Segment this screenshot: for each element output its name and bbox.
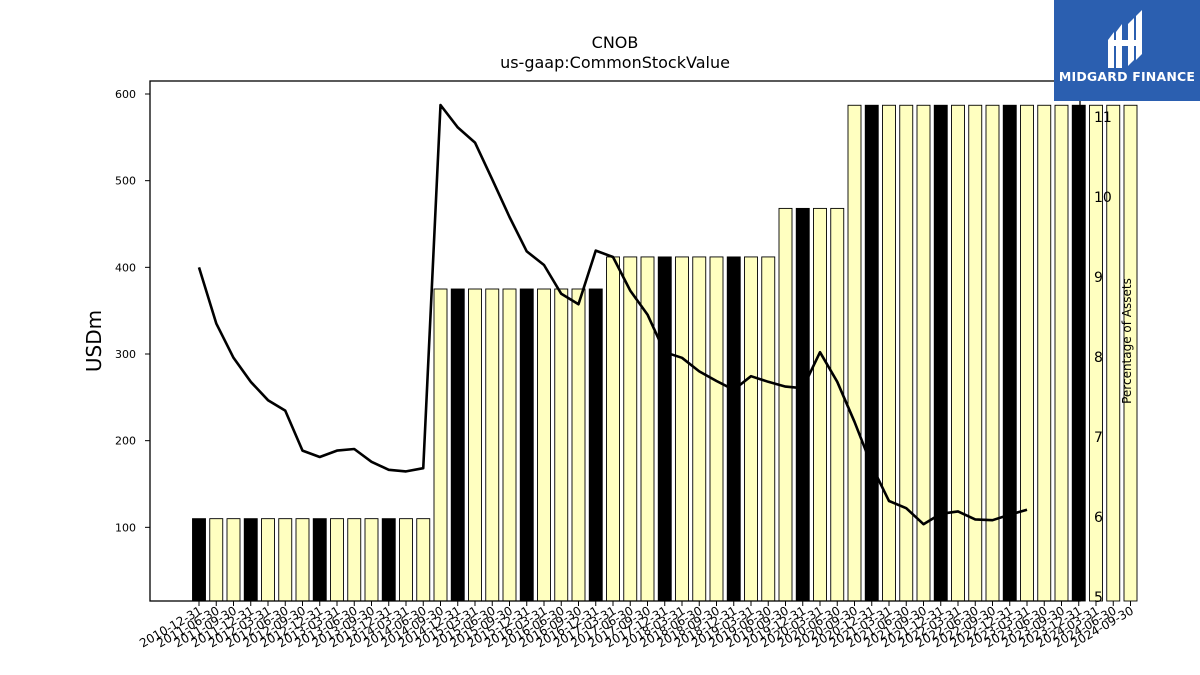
bar-2023-06-30: [1037, 104, 1052, 602]
bar-2019-03-31: [744, 256, 758, 602]
bar-2016-09-30: [571, 288, 586, 602]
y-axis-label-right: Percentage of Assets: [1120, 278, 1134, 404]
bar-2020-12-31: [864, 104, 879, 602]
bar-2018-06-30: [692, 256, 707, 602]
bar-2020-03-31: [813, 207, 827, 602]
bar-2021-12-31: [933, 104, 948, 602]
bar-2023-03-31: [1020, 104, 1034, 602]
bar-2022-12-31: [1002, 104, 1017, 602]
bar-2014-03-31: [399, 518, 413, 602]
bar-2011-12-31: [243, 518, 258, 602]
bar-2015-06-30: [485, 288, 500, 602]
bar-2019-06-30: [761, 256, 776, 602]
bar-2014-12-31: [450, 288, 465, 602]
bar-2012-06-30: [278, 518, 293, 602]
plot-area-frame: [149, 80, 1081, 602]
right-tick-label: 11: [1094, 110, 1112, 126]
bar-2021-06-30: [899, 104, 914, 602]
bar-2012-03-31: [261, 518, 275, 602]
bar-2018-09-30: [709, 256, 724, 602]
bar-2022-06-30: [968, 104, 983, 602]
midgard-logo-icon: [1108, 10, 1142, 68]
bar-2015-09-30: [502, 288, 517, 602]
bar-2022-03-31: [951, 104, 965, 602]
bar-2012-12-31: [312, 518, 327, 602]
bar-2013-06-30: [347, 518, 362, 602]
bar-2016-06-30: [554, 288, 569, 602]
bar-2011-09-30: [226, 518, 241, 602]
x-axis-ticks: 2010-12-312011-06-302011-09-302011-12-31…: [137, 601, 1136, 650]
right-tick-label: 9: [1094, 270, 1103, 286]
left-tick-label: 400: [115, 261, 136, 274]
left-tick-label: 300: [115, 348, 136, 361]
bar-2010-12-31: [192, 518, 206, 602]
bar-2016-12-31: [588, 288, 603, 602]
bar-2019-09-30: [778, 207, 793, 602]
left-tick-label: 100: [115, 521, 136, 534]
left-axis-ticks: 100 200 300 400 500 600: [115, 88, 150, 534]
bar-2016-03-31: [537, 288, 551, 602]
chart-title: CNOB: [592, 33, 639, 52]
bar-2013-12-31: [381, 518, 396, 602]
bar-2014-06-30: [416, 518, 431, 602]
bar-2018-12-31: [726, 256, 741, 602]
bar-2020-06-30: [830, 207, 845, 602]
percentage-of-assets-line: [197, 103, 1028, 526]
bar-2012-09-30: [295, 518, 310, 602]
bar-2017-03-31: [606, 256, 620, 602]
left-tick-label: 200: [115, 435, 136, 448]
bar-2022-09-30: [985, 104, 1000, 602]
left-tick-label: 500: [115, 175, 136, 188]
bar-2020-09-30: [847, 104, 862, 602]
brand-logo: MIDGARD FINANCE: [1054, 0, 1200, 101]
right-tick-label: 10: [1094, 190, 1112, 206]
left-tick-label: 600: [115, 88, 136, 101]
right-tick-label: 8: [1094, 350, 1103, 366]
chart-subtitle: us-gaap:CommonStockValue: [500, 53, 730, 72]
bar-2024-06-30: [1106, 104, 1121, 602]
bar-2015-03-31: [468, 288, 482, 602]
right-tick-label: 7: [1094, 430, 1103, 446]
bar-2021-03-31: [882, 104, 896, 602]
right-tick-label: 6: [1094, 510, 1103, 526]
right-axis-ticks: 5 6 7 8 9 10 11: [1080, 110, 1112, 606]
bar-2014-09-30: [433, 288, 448, 602]
bar-2015-12-31: [519, 288, 534, 602]
bar-2017-06-30: [623, 256, 638, 602]
bar-2018-03-31: [675, 256, 689, 602]
line-series: [197, 103, 1028, 526]
bar-2013-03-31: [330, 518, 344, 602]
brand-name: MIDGARD FINANCE: [1058, 69, 1196, 84]
bar-2017-12-31: [657, 256, 672, 602]
bar-2023-09-30: [1054, 104, 1069, 602]
bar-2013-09-30: [364, 518, 379, 602]
bar-2019-12-31: [795, 207, 810, 602]
bar-2023-12-31: [1071, 104, 1086, 602]
y-axis-label-left: USDm: [82, 310, 106, 372]
right-tick-label: 5: [1094, 590, 1103, 606]
bar-2021-09-30: [916, 104, 931, 602]
bar-2011-06-30: [209, 518, 224, 602]
